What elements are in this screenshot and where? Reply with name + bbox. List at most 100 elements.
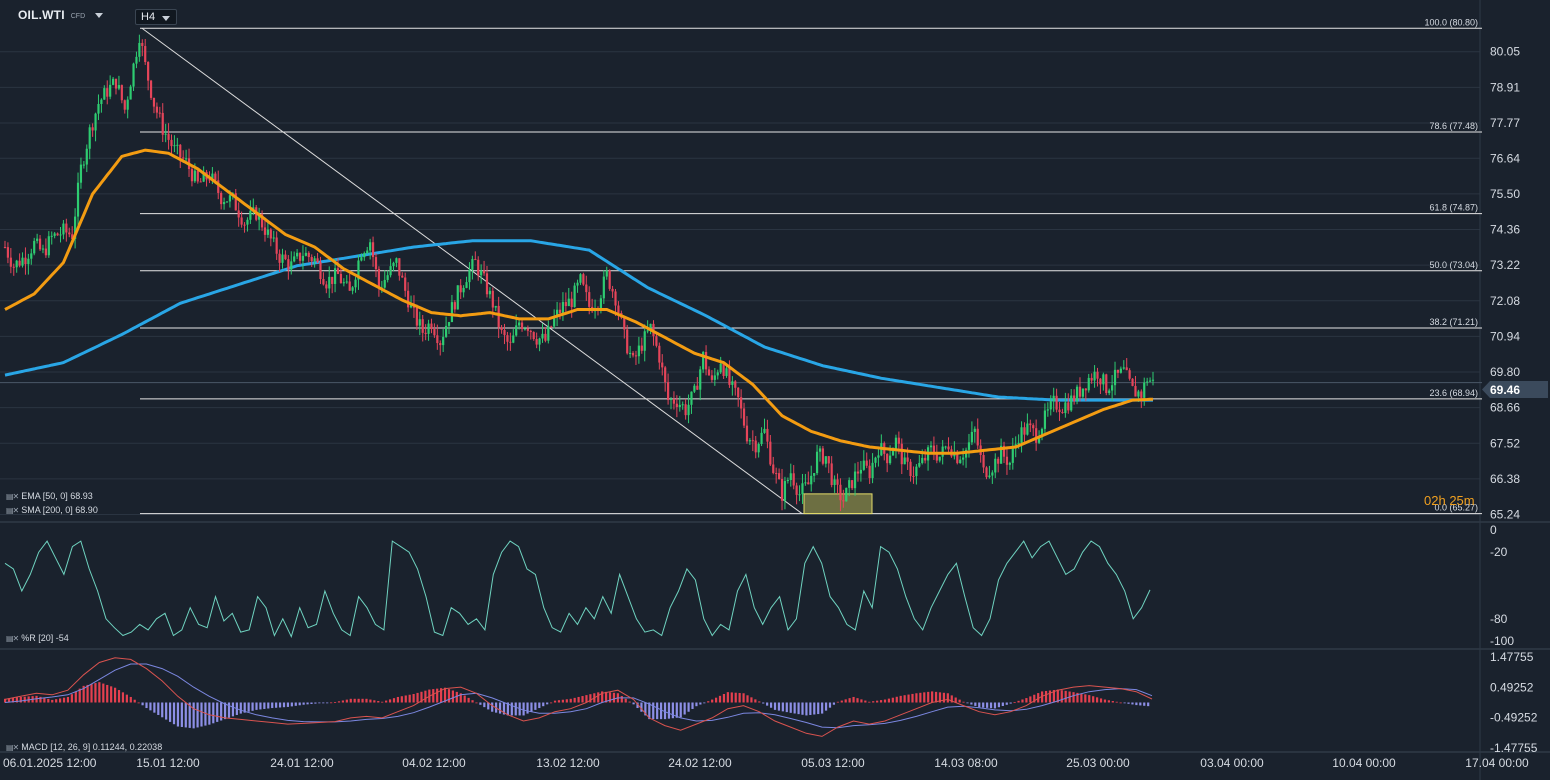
macd-histogram-bar bbox=[188, 702, 191, 728]
macd-histogram-bar bbox=[958, 699, 961, 703]
candle-body bbox=[1070, 395, 1073, 411]
candle-body bbox=[1058, 409, 1061, 413]
candle-body bbox=[801, 483, 804, 495]
candle-body bbox=[421, 319, 424, 333]
price-tick-label: 65.24 bbox=[1490, 508, 1520, 522]
macd-histogram-bar bbox=[714, 697, 718, 703]
macd-histogram-bar bbox=[1088, 695, 1091, 703]
macd-histogram-bar bbox=[7, 698, 11, 703]
candle-body bbox=[1049, 401, 1052, 410]
candle-body bbox=[938, 456, 941, 461]
macd-indicator-legend[interactable]: ▤✕ MACD [12, 26, 9] 0.11244, 0.22038 bbox=[6, 742, 162, 752]
macd-histogram-bar bbox=[479, 702, 482, 705]
macd-histogram-bar bbox=[726, 692, 729, 703]
candle-body bbox=[669, 398, 673, 401]
candle-body bbox=[561, 302, 565, 314]
candle-body bbox=[719, 363, 722, 373]
candle-body bbox=[757, 444, 760, 453]
candle-body bbox=[783, 481, 787, 501]
candle-body bbox=[909, 461, 912, 477]
candle-body bbox=[862, 460, 865, 470]
macd-histogram-bar bbox=[436, 688, 439, 703]
candle-body bbox=[646, 330, 649, 332]
macd-histogram-bar bbox=[483, 702, 486, 708]
williams-indicator-legend[interactable]: ▤✕ %R [20] -54 bbox=[6, 633, 69, 643]
time-tick-label: 24.01 12:00 bbox=[270, 756, 334, 770]
candle-body bbox=[371, 242, 375, 258]
macd-histogram-bar bbox=[117, 690, 121, 703]
price-tick-label: 78.91 bbox=[1490, 80, 1520, 94]
candle-body bbox=[772, 464, 775, 474]
macd-histogram-bar bbox=[546, 702, 549, 705]
settings-close-icon[interactable]: ▤✕ bbox=[6, 742, 19, 752]
settings-close-icon[interactable]: ▤✕ bbox=[6, 505, 19, 515]
candle-body bbox=[821, 448, 825, 464]
macd-histogram-bar bbox=[90, 684, 93, 703]
macd-histogram-bar bbox=[102, 683, 105, 703]
candle-body bbox=[1081, 388, 1084, 397]
macd-histogram-bar bbox=[604, 691, 608, 703]
candle-body bbox=[135, 56, 138, 64]
candle-body bbox=[1146, 381, 1149, 383]
countdown-hours-unit: h bbox=[1438, 493, 1446, 508]
timeframe-selector[interactable]: H4 bbox=[135, 9, 177, 25]
candle-body bbox=[284, 254, 287, 260]
macd-histogram-bar bbox=[832, 702, 836, 705]
candle-body bbox=[27, 258, 30, 265]
candle-body bbox=[3, 247, 7, 248]
macd-histogram-bar bbox=[506, 702, 509, 716]
macd-histogram-bar bbox=[62, 697, 66, 703]
macd-histogram-bar bbox=[978, 702, 981, 708]
candle-body bbox=[766, 428, 769, 442]
macd-histogram-bar bbox=[644, 702, 647, 716]
candle-body bbox=[263, 227, 267, 235]
macd-histogram-bar bbox=[679, 702, 682, 718]
candle-body bbox=[53, 233, 56, 236]
macd-histogram-bar bbox=[1013, 702, 1016, 704]
chevron-down-icon[interactable] bbox=[95, 12, 104, 18]
macd-histogram-bar bbox=[797, 702, 800, 715]
macd-histogram-bar bbox=[231, 702, 235, 717]
symbol-name: OIL.WTI bbox=[18, 8, 65, 22]
candle-body bbox=[1078, 386, 1082, 397]
macd-histogram-bar bbox=[950, 695, 953, 703]
macd-histogram-bar bbox=[1115, 701, 1118, 703]
macd-histogram-bar bbox=[601, 691, 604, 703]
ema-indicator-legend[interactable]: ▤✕ EMA [50, 0] 68.93 bbox=[6, 491, 93, 501]
candle-body bbox=[515, 325, 518, 336]
candle-body bbox=[211, 173, 214, 180]
highlight-box bbox=[803, 493, 873, 515]
symbol-selector[interactable]: OIL.WTI CFD bbox=[18, 8, 104, 22]
candle-body bbox=[158, 112, 161, 114]
settings-close-icon[interactable]: ▤✕ bbox=[6, 633, 19, 643]
candle-body bbox=[973, 428, 976, 432]
candle-body bbox=[1005, 456, 1009, 465]
macd-histogram-bar bbox=[986, 702, 989, 708]
candle-body bbox=[921, 457, 924, 463]
candle-body bbox=[65, 223, 68, 233]
macd-histogram-bar bbox=[208, 702, 211, 725]
settings-close-icon[interactable]: ▤✕ bbox=[6, 491, 19, 501]
macd-tick-label: -1.47755 bbox=[1490, 741, 1538, 755]
macd-histogram-bar bbox=[251, 702, 254, 711]
sma-indicator-legend[interactable]: ▤✕ SMA [200, 0] 68.90 bbox=[6, 505, 98, 515]
candle-body bbox=[94, 113, 97, 131]
candle-body bbox=[114, 78, 118, 89]
candle-body bbox=[351, 287, 354, 291]
candle-body bbox=[1105, 374, 1108, 394]
macd-histogram-bar bbox=[883, 699, 887, 703]
candle-body bbox=[366, 250, 369, 254]
fib-level-label: 61.8 (74.87) bbox=[1429, 203, 1478, 213]
macd-histogram-bar bbox=[927, 691, 930, 703]
macd-histogram-bar bbox=[4, 698, 7, 703]
macd-histogram-bar bbox=[620, 696, 623, 703]
candle-body bbox=[1102, 374, 1105, 385]
price-tick-label: 75.50 bbox=[1490, 187, 1520, 201]
price-tick-label: 76.64 bbox=[1490, 151, 1520, 165]
candle-body bbox=[97, 104, 100, 114]
macd-histogram-bar bbox=[1041, 691, 1044, 703]
macd-histogram-bar bbox=[1084, 694, 1087, 703]
candle-body bbox=[599, 298, 603, 309]
candle-body bbox=[1064, 402, 1067, 414]
